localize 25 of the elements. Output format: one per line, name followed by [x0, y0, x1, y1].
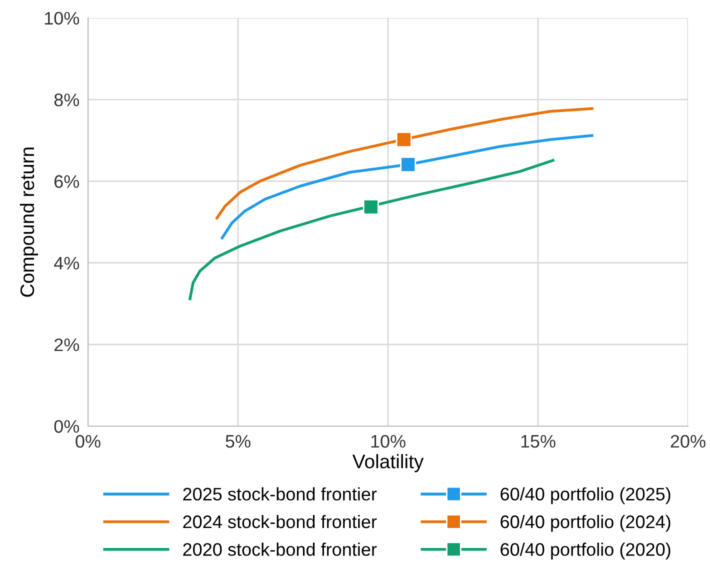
- legend-label: 60/40 portfolio (2020): [500, 542, 670, 560]
- line-series: [220, 134, 594, 240]
- y-tick-label: 2%: [54, 338, 80, 352]
- legend-label: 60/40 portfolio (2025): [500, 487, 670, 504]
- point: [400, 156, 416, 172]
- line-series: [188, 159, 554, 300]
- legend-label: 60/40 portfolio (2024): [500, 514, 670, 532]
- legend-label: 2024 stock-bond frontier: [183, 514, 377, 528]
- x-tick-label: 20%: [670, 434, 706, 448]
- point: [396, 132, 412, 148]
- y-tick-label: 6%: [54, 175, 80, 188]
- x-axis-title: Volatility: [352, 454, 424, 472]
- x-tick-label: 15%: [521, 435, 556, 448]
- point: [362, 198, 379, 215]
- line-series: [216, 107, 594, 220]
- y-axis-title: Compound return: [20, 148, 38, 297]
- x-tick-label: 5%: [226, 435, 250, 448]
- y-tick-label: 8%: [54, 94, 80, 106]
- y-tick-label: 10%: [44, 12, 80, 25]
- legend-label: 2020 stock-bond frontier: [183, 542, 377, 556]
- legend-label: 2025 stock-bond frontier: [183, 487, 377, 501]
- y-tick-label: 4%: [54, 256, 80, 270]
- x-tick-label: 10%: [371, 434, 406, 448]
- x-tick-label: 0%: [76, 434, 100, 448]
- y-tick-label: 0%: [54, 420, 80, 433]
